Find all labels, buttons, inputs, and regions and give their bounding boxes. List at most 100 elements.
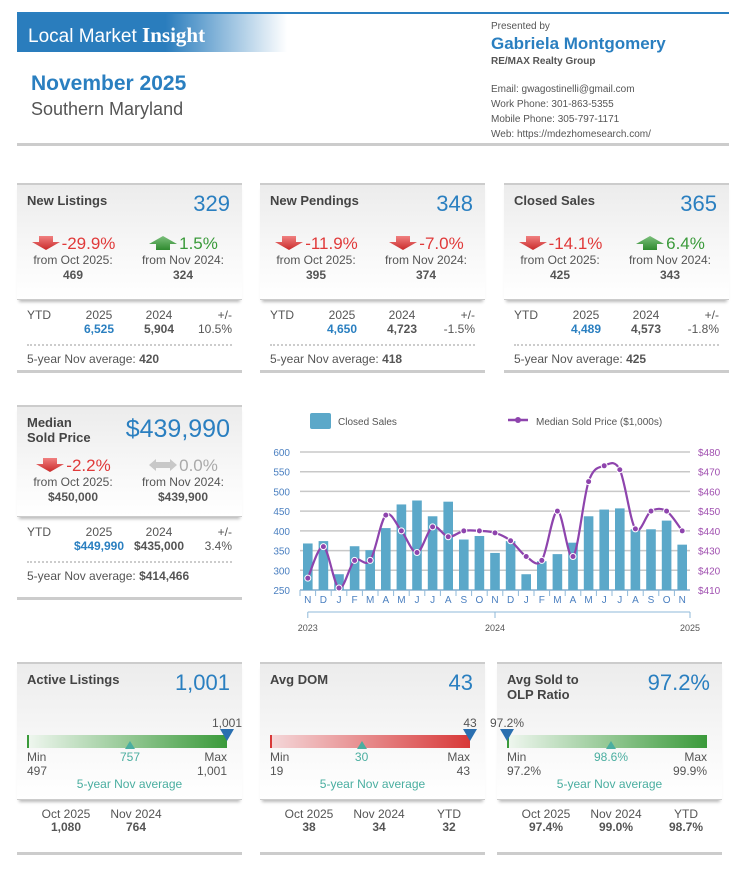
ytd-year-current: 2025 [85, 525, 113, 539]
average-value: $414,466 [139, 569, 190, 583]
average-label: 5-year Nov average: [27, 352, 136, 366]
ytd-value-current: 4,650 [326, 322, 358, 336]
median-price-point [553, 507, 561, 515]
ytd-diff: 3.4% [204, 539, 232, 553]
closed-sales-bar [443, 501, 453, 590]
left-tick-label: 250 [273, 586, 290, 597]
median-price-point [444, 533, 452, 541]
right-tick-label: $460 [698, 487, 720, 498]
change-label: from Nov 2024: [141, 253, 225, 267]
card-bottom-rule [17, 597, 242, 600]
right-tick-label: $420 [698, 566, 720, 577]
max-label: Max [204, 750, 227, 764]
closed-sales-bar [568, 542, 578, 590]
gauge-average-value: 30 [354, 750, 369, 764]
stat-card-median-sold-price: Median Sold Price $439,990 -2.2% from Oc… [17, 405, 242, 583]
month-label: N [491, 595, 498, 606]
month-label: D [507, 595, 514, 606]
gauge-value: 43 [448, 670, 473, 695]
change-label: from Nov 2024: [628, 253, 712, 267]
comparison-label: Oct 2025 [521, 807, 571, 821]
closed-sales-bar [396, 504, 407, 590]
ytd-diff-label: +/- [460, 308, 475, 322]
gauge-value: 97.2% [647, 670, 710, 695]
change-percent: -14.1% [548, 233, 603, 253]
ytd-diff: -1.5% [443, 322, 475, 336]
median-price-point [351, 556, 359, 564]
closed-sales-bar [537, 561, 547, 590]
gauge-card-header: Avg DOM 43 43 30 Min 19 Max 43 5-year Nov … [260, 662, 485, 800]
max-value: 43 [456, 764, 470, 778]
max-label: Max [684, 750, 707, 764]
current-marker-icon [463, 729, 477, 741]
stat-title: New Pendings [270, 193, 359, 208]
agent-web[interactable]: Web: https://mdezhomesearch.com/ [491, 129, 651, 140]
ytd-diff: 10.5% [197, 322, 232, 336]
dotted-divider [27, 561, 232, 563]
min-label: Min [27, 750, 47, 764]
comparison-item: Nov 2024 34 [344, 808, 414, 834]
stat-title: Closed Sales [514, 193, 595, 208]
right-tick-label: $470 [698, 468, 720, 479]
month-label: O [476, 595, 484, 606]
header-divider [17, 143, 729, 146]
current-marker-icon [220, 729, 234, 741]
closed-sales-bar [474, 535, 485, 590]
five-year-average: 5-year Nov average: $414,466 [27, 569, 232, 583]
comparison-value: 38 [302, 820, 316, 834]
change-value: $439,900 [157, 490, 209, 504]
average-label: 5-year Nov average: [270, 352, 379, 366]
change-percent: -29.9% [61, 233, 116, 253]
gauge-min: Min 97.2% [507, 750, 541, 778]
stat-card-new-pendings: New Pendings 348 -11.9% from Oct 2025: 3… [260, 183, 485, 366]
month-label: A [445, 595, 452, 606]
change-month: -11.9% from Oct 2025: 395 [260, 235, 372, 283]
gauge-title: Avg Sold to OLP Ratio [507, 672, 579, 702]
ytd-value-prior: 5,904 [143, 322, 175, 336]
average-value: 418 [382, 352, 403, 366]
agent-email[interactable]: Email: gwagostinelli@gmail.com [491, 84, 635, 95]
ytd-value-current: 6,525 [83, 322, 115, 336]
card-bottom-rule [497, 852, 722, 855]
presented-by: Presented by [491, 21, 550, 32]
left-tick-label: 300 [273, 566, 290, 577]
ytd-year-prior: 2024 [145, 308, 173, 322]
gauge-comparisons: Oct 2025 38 Nov 2024 34 YTD 32 [260, 800, 485, 834]
month-label: J [617, 595, 622, 606]
agent-name: Gabriela Montgomery [491, 34, 666, 53]
closed-sales-bar [349, 546, 360, 590]
gauge-card-0: Active Listings 1,001 1,001 757 Min 497 M… [17, 662, 242, 834]
report-month: November 2025 [31, 72, 187, 95]
left-tick-label: 400 [273, 527, 290, 538]
stat-card-header: New Listings 329 -29.9% from Oct 2025: 4… [17, 183, 242, 300]
median-price-point [678, 527, 686, 535]
gauge-average-value: 757 [119, 750, 141, 764]
month-label: A [632, 595, 639, 606]
legend-line-dot-icon [515, 417, 521, 423]
stat-title: New Listings [27, 193, 108, 208]
dotted-divider [27, 344, 232, 346]
change-percent: -11.9% [305, 233, 358, 253]
month-label: S [460, 595, 467, 606]
ytd-year-prior: 2024 [632, 308, 660, 322]
card-bottom-rule [17, 370, 242, 373]
average-marker-icon [125, 741, 135, 749]
gauge-max: Max 99.9% [673, 750, 707, 778]
median-price-point [522, 552, 530, 560]
average-value: 425 [626, 352, 647, 366]
median-price-point [335, 584, 343, 592]
stat-value: 329 [193, 191, 230, 216]
month-label: J [415, 595, 420, 606]
month-label: J [337, 595, 342, 606]
min-value: 97.2% [507, 764, 542, 778]
card-bottom-rule [260, 370, 485, 373]
comparison-item: YTD 32 [414, 808, 484, 834]
gauge-comparisons: Oct 2025 1,080 Nov 2024 764 [17, 800, 242, 834]
change-year: 0.0% from Nov 2024: $439,900 [127, 457, 239, 505]
ytd-label: YTD [514, 308, 538, 322]
ytd-value-prior: 4,723 [386, 322, 418, 336]
closed-sales-bar [677, 544, 687, 590]
ytd-year-prior: 2024 [145, 525, 173, 539]
comparison-item: YTD 98.7% [651, 808, 721, 834]
closed-sales-bar [661, 520, 672, 590]
